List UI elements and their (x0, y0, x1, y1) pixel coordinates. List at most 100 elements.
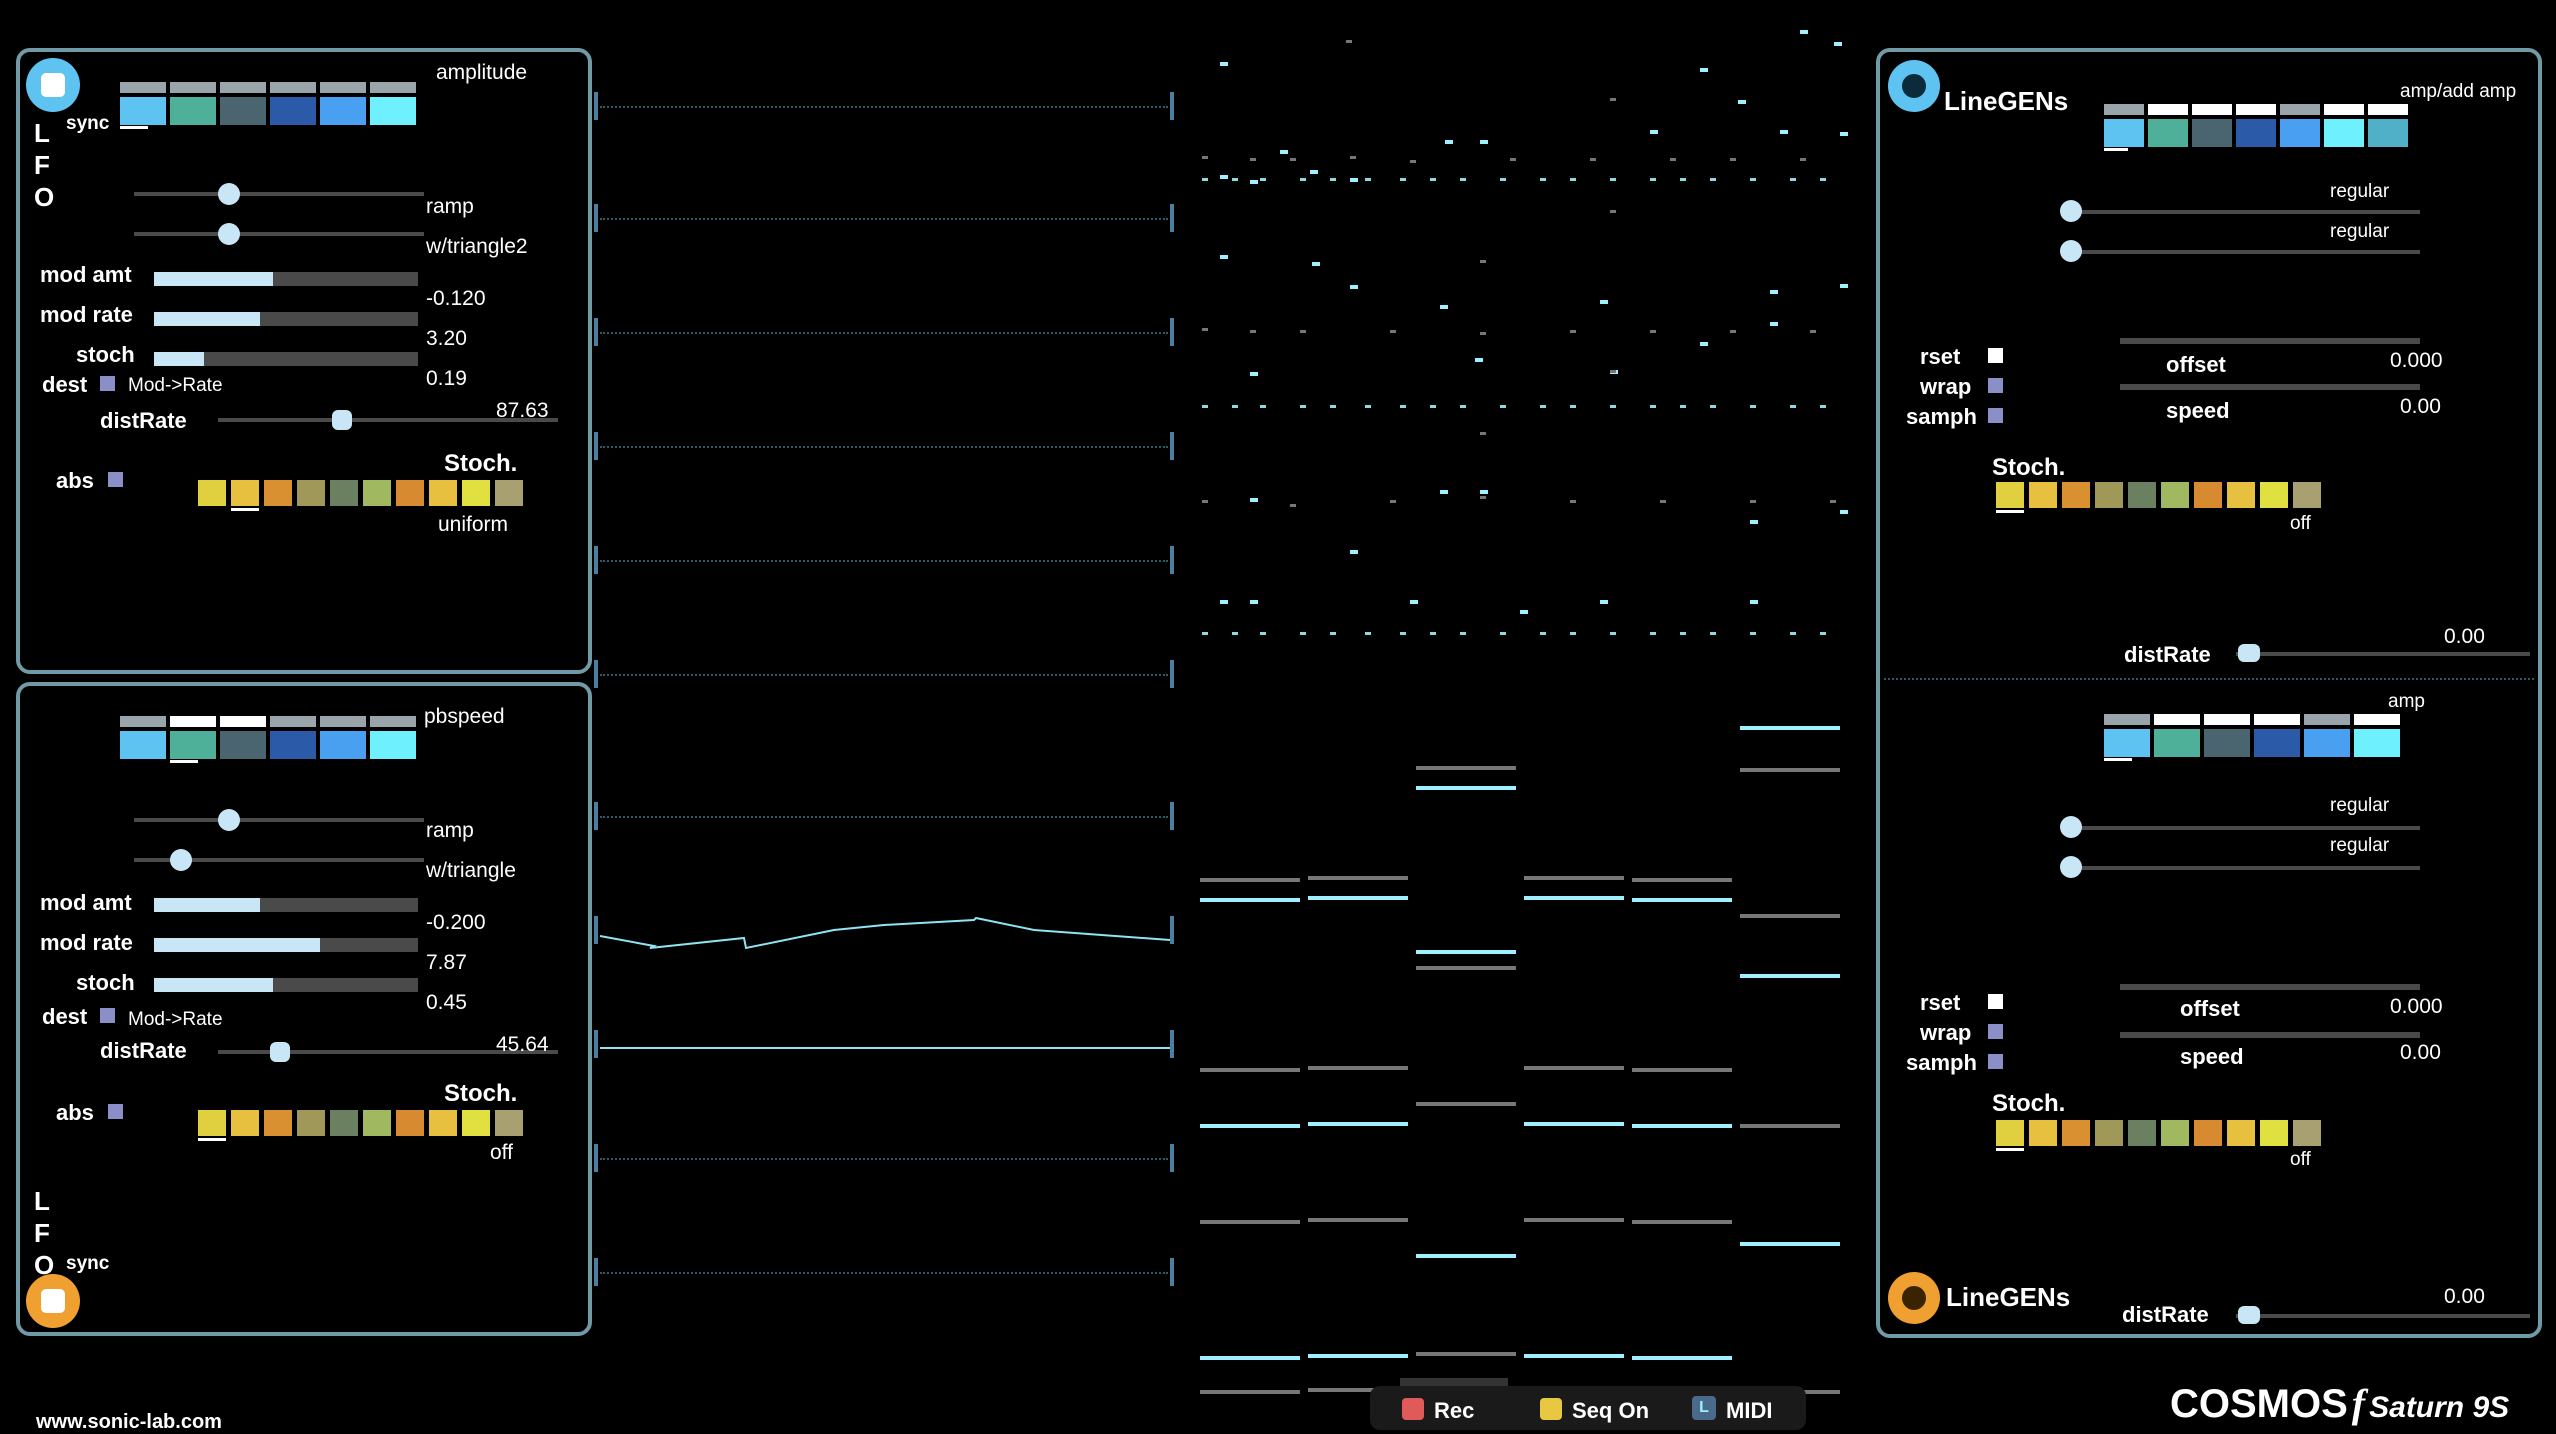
stoch-10[interactable] (2293, 482, 2321, 508)
stoch-9[interactable] (2260, 482, 2288, 508)
stoch-8[interactable] (2227, 1120, 2255, 1146)
stoch-4[interactable] (297, 1110, 325, 1136)
midi-icon[interactable]: L (1692, 1396, 1716, 1420)
abs-checkbox[interactable] (108, 472, 123, 487)
shape2-slider[interactable] (134, 858, 424, 862)
swatch-4[interactable] (270, 82, 316, 125)
swatch-5[interactable] (2304, 714, 2350, 757)
distrate-knob[interactable] (2238, 644, 2260, 662)
linegen-swatches[interactable] (2104, 104, 2408, 151)
stoch-6[interactable] (2161, 482, 2189, 508)
swatch-2[interactable] (170, 82, 216, 125)
distrate-knob[interactable] (270, 1042, 290, 1062)
stoch-7[interactable] (2194, 1120, 2222, 1146)
reg2-slider[interactable] (2070, 250, 2420, 254)
stoch-2[interactable] (231, 480, 259, 511)
distrate-slider[interactable] (2236, 652, 2530, 656)
stoch-swatches[interactable] (198, 480, 523, 511)
swatch-3[interactable] (220, 82, 266, 125)
speed-slider[interactable] (2120, 1032, 2420, 1038)
lfo-power-icon[interactable] (26, 58, 80, 112)
stoch-swatches[interactable] (1996, 482, 2321, 513)
swatch-6[interactable] (2324, 104, 2364, 147)
stoch-5[interactable] (330, 1110, 358, 1136)
stoch-8[interactable] (2227, 482, 2255, 508)
sequencer-grid[interactable] (1190, 20, 1850, 1394)
linegen-power-icon[interactable] (1888, 60, 1940, 112)
shape2-slider[interactable] (134, 232, 424, 236)
shape1-slider[interactable] (134, 192, 424, 196)
rec-icon[interactable] (1402, 1398, 1424, 1420)
stoch-2[interactable] (231, 1110, 259, 1136)
seq-icon[interactable] (1540, 1398, 1562, 1420)
stoch-5[interactable] (330, 480, 358, 506)
stoch-4[interactable] (2095, 1120, 2123, 1146)
stoch-7[interactable] (2194, 482, 2222, 508)
shape2-knob[interactable] (170, 849, 192, 871)
shape1-knob[interactable] (218, 809, 240, 831)
reg1-knob[interactable] (2060, 200, 2082, 222)
swatch-5[interactable] (2280, 104, 2320, 147)
stoch-5[interactable] (2128, 482, 2156, 508)
dest-checkbox[interactable] (100, 376, 115, 391)
stoch-3[interactable] (264, 1110, 292, 1136)
swatch-6[interactable] (2354, 714, 2400, 757)
stoch-8[interactable] (429, 480, 457, 506)
stoch-swatches[interactable] (1996, 1120, 2321, 1151)
offset-slider[interactable] (2120, 984, 2420, 990)
sync-label[interactable]: sync (66, 113, 110, 134)
distrate-slider[interactable] (2236, 1314, 2530, 1318)
reg1-knob[interactable] (2060, 816, 2082, 838)
stoch-7[interactable] (396, 1110, 424, 1136)
offset-slider[interactable] (2120, 338, 2420, 344)
swatch-5[interactable] (320, 716, 366, 759)
rec-button[interactable]: Rec (1434, 1398, 1475, 1423)
wrap-checkbox[interactable] (1988, 1024, 2003, 1039)
abs-checkbox[interactable] (108, 1104, 123, 1119)
stoch-slider[interactable] (154, 352, 418, 366)
stoch-slider[interactable] (154, 978, 418, 992)
linegen-swatches[interactable] (2104, 714, 2400, 761)
rset-checkbox[interactable] (1988, 994, 2003, 1009)
swatch-1[interactable] (120, 716, 166, 759)
stoch-4[interactable] (297, 480, 325, 506)
swatch-1[interactable] (2104, 714, 2150, 761)
stoch-3[interactable] (2062, 482, 2090, 508)
dest-checkbox[interactable] (100, 1008, 115, 1023)
swatch-3[interactable] (2192, 104, 2232, 147)
distrate-slider[interactable] (218, 1050, 558, 1054)
swatch-6[interactable] (370, 82, 416, 125)
swatch-7[interactable] (2368, 104, 2408, 147)
transport-scrub[interactable] (1400, 1378, 1508, 1388)
swatch-2[interactable] (2148, 104, 2188, 147)
stoch-1[interactable] (198, 480, 226, 506)
mod-rate-slider[interactable] (154, 938, 418, 952)
stoch-10[interactable] (495, 1110, 523, 1136)
stoch-7[interactable] (396, 480, 424, 506)
swatch-5[interactable] (320, 82, 366, 125)
swatch-1[interactable] (2104, 104, 2144, 151)
step-dots[interactable] (1190, 20, 1850, 680)
swatch-6[interactable] (370, 716, 416, 759)
swatch-2[interactable] (170, 716, 216, 763)
samph-checkbox[interactable] (1988, 408, 2003, 423)
stoch-8[interactable] (429, 1110, 457, 1136)
linegen-power-icon[interactable] (1888, 1272, 1940, 1324)
midi-button[interactable]: MIDI (1726, 1398, 1773, 1423)
step-bars[interactable] (1190, 720, 1850, 1400)
reg2-knob[interactable] (2060, 856, 2082, 878)
stoch-6[interactable] (363, 1110, 391, 1136)
waveform-swatches[interactable] (120, 716, 416, 763)
wrap-checkbox[interactable] (1988, 378, 2003, 393)
stoch-10[interactable] (2293, 1120, 2321, 1146)
stoch-4[interactable] (2095, 482, 2123, 508)
stoch-6[interactable] (2161, 1120, 2189, 1146)
stoch-1[interactable] (1996, 1120, 2024, 1151)
stoch-swatches[interactable] (198, 1110, 523, 1141)
speed-slider[interactable] (2120, 384, 2420, 390)
stoch-9[interactable] (462, 1110, 490, 1136)
distrate-slider[interactable] (218, 418, 558, 422)
reg1-slider[interactable] (2070, 826, 2420, 830)
mod-amt-slider[interactable] (154, 898, 418, 912)
stoch-3[interactable] (264, 480, 292, 506)
